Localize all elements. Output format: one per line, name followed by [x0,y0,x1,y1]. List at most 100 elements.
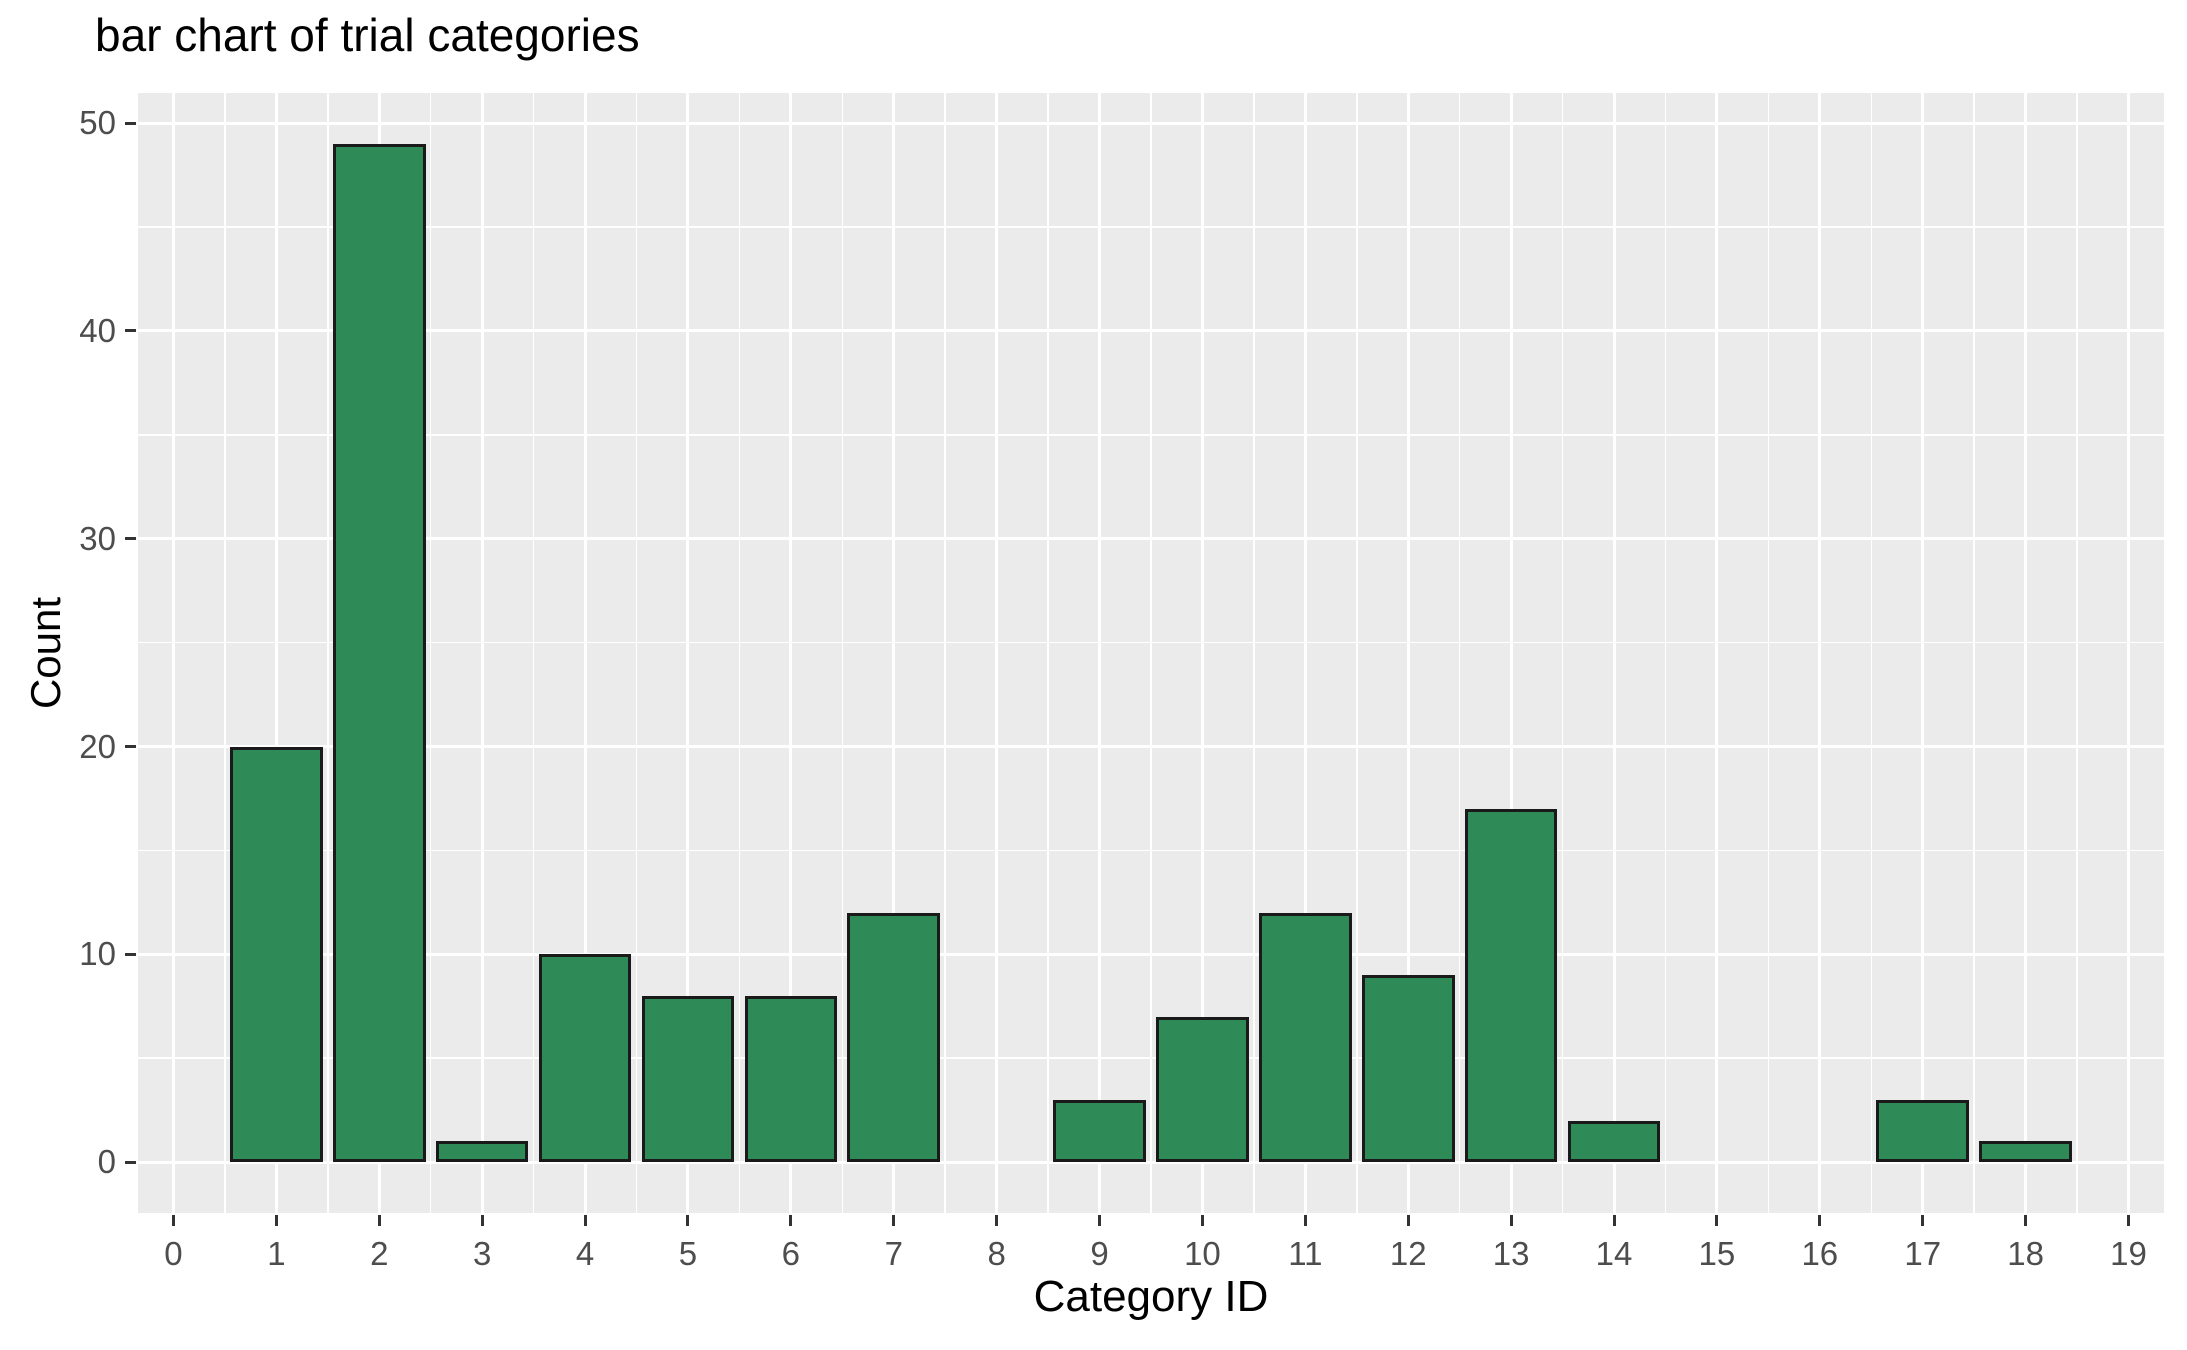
x-minor-gridline [532,93,535,1213]
y-tick-label: 50 [79,104,116,142]
y-tick-label: 0 [97,1143,116,1181]
bar-category-3 [435,1141,529,1163]
x-tick-label: 9 [1090,1235,1109,1272]
x-minor-gridline [224,93,226,1213]
x-major-gridline [480,93,484,1213]
x-minor-gridline [1047,93,1049,1213]
y-minor-gridline [138,849,2164,852]
y-tick-label: 40 [79,311,116,349]
x-tick-label: 13 [1492,1235,1530,1272]
y-minor-gridline [138,226,2164,228]
x-major-gridline [1509,93,1513,1213]
x-tick-mark [1303,1215,1307,1226]
x-tick-mark [1612,1215,1616,1226]
x-tick-label: 5 [678,1235,698,1272]
x-tick-label: 18 [2007,1235,2044,1272]
x-minor-gridline [738,93,741,1213]
x-major-gridline [171,93,175,1213]
y-major-gridline [138,1160,2164,1164]
x-major-gridline [1818,93,1822,1213]
bar-category-14 [1567,1120,1661,1163]
x-tick-label: 10 [1184,1235,1221,1272]
y-tick-mark [125,952,136,956]
x-minor-gridline [1973,93,1975,1213]
x-minor-gridline [1767,93,1770,1213]
y-tick-mark [125,745,136,748]
y-tick-mark [125,537,136,541]
x-tick-label: 11 [1288,1235,1323,1272]
x-minor-gridline [944,93,946,1213]
x-major-gridline [686,93,690,1213]
y-major-gridline [138,329,2164,333]
x-major-gridline [2024,93,2028,1213]
x-tick-label: 2 [370,1235,389,1272]
x-minor-gridline [1870,93,1872,1213]
chart-title: bar chart of trial categories [95,9,640,61]
x-major-gridline [1098,93,1102,1213]
x-minor-gridline [1561,93,1564,1213]
plot-panel [138,93,2164,1213]
y-minor-gridline [138,1057,2164,1059]
x-tick-mark [892,1215,896,1226]
x-minor-gridline [2076,93,2078,1213]
bar-category-6 [744,995,838,1163]
x-tick-mark [1200,1215,1204,1226]
x-tick-label: 1 [267,1235,286,1272]
x-tick-mark [1921,1215,1925,1226]
x-tick-mark [1715,1215,1719,1226]
y-minor-gridline [138,641,2164,644]
bar-category-2 [332,143,426,1163]
bar-category-12 [1361,975,1455,1163]
x-major-gridline [1921,93,1925,1213]
x-minor-gridline [327,93,329,1213]
x-minor-gridline [1356,93,1358,1213]
x-major-gridline [583,93,587,1213]
x-tick-mark [789,1215,793,1226]
x-tick-label: 7 [884,1235,903,1272]
bar-category-7 [847,912,941,1163]
x-tick-label: 14 [1595,1235,1633,1272]
x-minor-gridline [1150,93,1152,1213]
x-tick-label: 6 [781,1235,801,1272]
x-major-gridline [2127,93,2130,1213]
y-axis-title: Count [22,596,70,710]
x-minor-gridline [841,93,844,1213]
x-tick-mark [171,1215,175,1226]
bar-category-10 [1156,1016,1249,1163]
x-tick-mark [583,1215,587,1226]
x-tick-mark [2024,1215,2028,1226]
x-tick-mark [995,1215,999,1226]
x-tick-mark [1818,1215,1822,1226]
bar-category-13 [1464,808,1558,1163]
x-tick-mark [1406,1215,1410,1226]
x-tick-mark [1098,1215,1102,1226]
x-tick-label: 15 [1698,1235,1736,1272]
y-major-gridline [138,121,2164,125]
x-tick-label: 3 [472,1235,492,1272]
y-tick-mark [125,329,136,333]
x-tick-label: 16 [1801,1235,1839,1272]
x-major-gridline [1303,93,1307,1213]
x-tick-label: 4 [575,1235,595,1272]
y-minor-gridline [138,434,2164,436]
bar-category-11 [1259,912,1352,1163]
x-tick-label: 12 [1389,1235,1427,1272]
x-major-gridline [1200,93,1204,1213]
x-tick-mark [480,1215,484,1226]
y-tick-label: 20 [79,727,116,765]
x-tick-mark [274,1215,278,1226]
x-tick-label: 8 [987,1235,1006,1272]
x-major-gridline [1406,93,1410,1213]
x-minor-gridline [635,93,638,1213]
x-major-gridline [995,93,999,1213]
x-major-gridline [892,93,896,1213]
x-minor-gridline [1458,93,1461,1213]
y-tick-label: 10 [79,935,116,973]
x-tick-label: 0 [164,1235,183,1272]
x-axis-title: Category ID [1033,1272,1269,1321]
y-major-gridline [138,952,2164,956]
x-tick-label: 19 [2110,1235,2147,1272]
x-major-gridline [1612,93,1616,1213]
x-tick-mark [686,1215,690,1226]
